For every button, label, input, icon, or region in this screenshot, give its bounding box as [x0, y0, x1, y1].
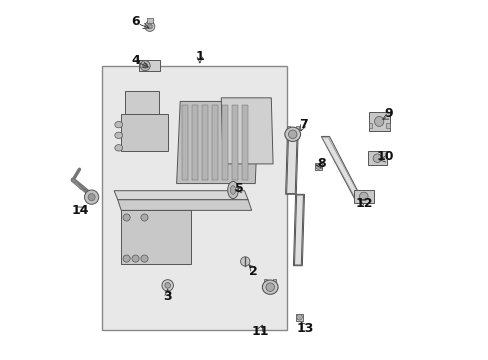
- Ellipse shape: [285, 127, 300, 141]
- Circle shape: [315, 163, 321, 169]
- Polygon shape: [385, 123, 389, 128]
- Polygon shape: [322, 138, 360, 198]
- Ellipse shape: [227, 181, 238, 199]
- Circle shape: [141, 214, 148, 221]
- Bar: [353, 190, 373, 203]
- Ellipse shape: [372, 154, 381, 162]
- Circle shape: [296, 314, 302, 320]
- Ellipse shape: [115, 145, 122, 151]
- Polygon shape: [368, 123, 372, 128]
- Ellipse shape: [115, 132, 122, 139]
- Text: 14: 14: [71, 204, 89, 217]
- Polygon shape: [273, 279, 276, 287]
- Text: 2: 2: [248, 265, 257, 278]
- Polygon shape: [182, 105, 188, 180]
- Text: 8: 8: [316, 157, 325, 170]
- Circle shape: [84, 190, 99, 204]
- Polygon shape: [176, 102, 258, 184]
- Polygon shape: [212, 105, 218, 180]
- Bar: [124, 91, 159, 114]
- Bar: [295, 314, 303, 321]
- Text: 13: 13: [296, 322, 313, 335]
- Text: 4: 4: [131, 54, 140, 67]
- Polygon shape: [202, 105, 208, 180]
- Circle shape: [141, 255, 148, 262]
- Polygon shape: [264, 279, 266, 287]
- Ellipse shape: [115, 121, 122, 128]
- Text: 12: 12: [355, 197, 372, 210]
- Text: 10: 10: [376, 150, 393, 163]
- Circle shape: [162, 280, 173, 291]
- Bar: [314, 163, 322, 170]
- Polygon shape: [285, 137, 298, 194]
- Circle shape: [123, 255, 130, 262]
- Text: 1: 1: [195, 50, 204, 63]
- Circle shape: [144, 21, 155, 31]
- Polygon shape: [222, 105, 228, 180]
- Polygon shape: [118, 200, 251, 210]
- Bar: [367, 152, 386, 165]
- Bar: [139, 60, 160, 71]
- Polygon shape: [294, 195, 303, 265]
- Bar: [121, 210, 190, 264]
- Circle shape: [142, 63, 147, 68]
- Ellipse shape: [262, 280, 278, 294]
- Polygon shape: [192, 105, 198, 180]
- Polygon shape: [231, 105, 238, 180]
- Text: 9: 9: [384, 107, 393, 120]
- Polygon shape: [114, 191, 247, 200]
- Ellipse shape: [359, 192, 367, 201]
- Polygon shape: [321, 136, 361, 199]
- Bar: [368, 112, 389, 131]
- Polygon shape: [286, 138, 296, 194]
- Circle shape: [288, 130, 296, 139]
- Ellipse shape: [374, 116, 383, 126]
- Circle shape: [164, 283, 170, 288]
- Circle shape: [140, 61, 150, 71]
- Polygon shape: [286, 126, 289, 134]
- Text: 6: 6: [131, 14, 140, 27]
- Circle shape: [123, 214, 130, 221]
- Circle shape: [147, 24, 152, 29]
- Polygon shape: [295, 126, 298, 134]
- Polygon shape: [221, 98, 272, 164]
- Polygon shape: [293, 194, 304, 266]
- Bar: [146, 18, 153, 23]
- Circle shape: [132, 255, 139, 262]
- Text: 7: 7: [299, 118, 307, 131]
- Text: 11: 11: [251, 325, 269, 338]
- Bar: [102, 66, 287, 330]
- Circle shape: [265, 283, 274, 292]
- Circle shape: [240, 257, 249, 266]
- Circle shape: [88, 194, 95, 201]
- Text: 5: 5: [234, 183, 243, 195]
- Bar: [121, 114, 167, 152]
- Text: 3: 3: [163, 289, 172, 303]
- Polygon shape: [242, 105, 248, 180]
- Ellipse shape: [230, 186, 235, 194]
